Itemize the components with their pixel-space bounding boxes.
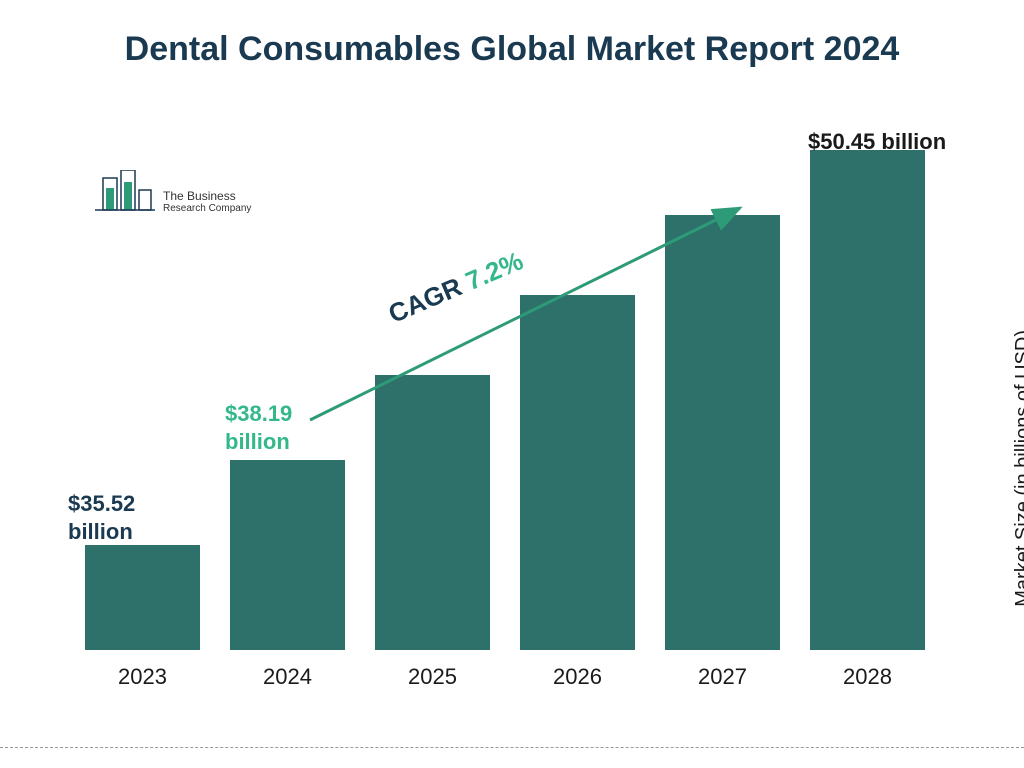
value-line2: billion (68, 519, 133, 544)
bar-2023 (70, 545, 215, 650)
chart-area: 2023 2024 2025 2026 2027 2028 (70, 150, 940, 690)
bar-2025 (360, 375, 505, 650)
value-label-2023: $35.52 billion (68, 490, 178, 545)
y-axis-label: Market Size (in billions of USD) (1012, 330, 1024, 607)
value-line1: $50.45 billion (808, 129, 946, 154)
x-label: 2025 (360, 664, 505, 690)
bar-2026 (505, 295, 650, 650)
value-line1: $35.52 (68, 491, 135, 516)
bars-container (70, 150, 940, 650)
bar (520, 295, 635, 650)
chart-title: Dental Consumables Global Market Report … (0, 28, 1024, 71)
x-label: 2023 (70, 664, 215, 690)
bar (375, 375, 490, 650)
x-axis-labels: 2023 2024 2025 2026 2027 2028 (70, 664, 940, 690)
footer-divider (0, 747, 1024, 748)
value-line1: $38.19 (225, 401, 292, 426)
value-label-2024: $38.19 billion (225, 400, 335, 455)
value-line2: billion (225, 429, 290, 454)
bar (230, 460, 345, 650)
bar (85, 545, 200, 650)
x-label: 2027 (650, 664, 795, 690)
x-label: 2024 (215, 664, 360, 690)
bar-2024 (215, 460, 360, 650)
x-label: 2028 (795, 664, 940, 690)
x-label: 2026 (505, 664, 650, 690)
bar-2028 (795, 150, 940, 650)
bar (665, 215, 780, 650)
bar-2027 (650, 215, 795, 650)
bar (810, 150, 925, 650)
value-label-2028: $50.45 billion (808, 128, 946, 156)
